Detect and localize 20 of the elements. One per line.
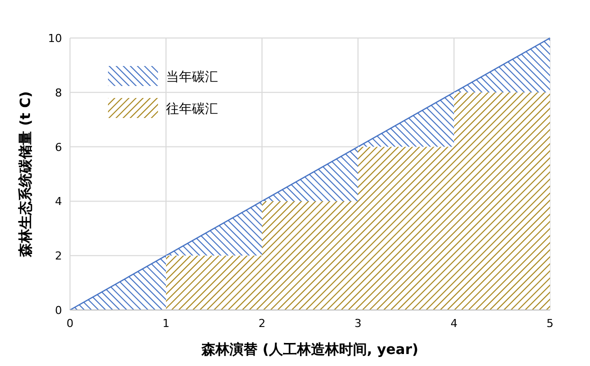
x-tick-label: 0 bbox=[66, 317, 74, 330]
x-tick-label: 2 bbox=[258, 317, 266, 330]
y-tick-label: 10 bbox=[48, 32, 62, 45]
legend-label: 往年碳汇 bbox=[166, 102, 218, 117]
y-axis-title: 森林生态系统碳储量 (t C) bbox=[17, 91, 34, 258]
x-axis-title: 森林演替 (人工林造林时间, year) bbox=[200, 341, 418, 358]
y-tick-label: 6 bbox=[55, 140, 62, 154]
legend-label: 当年碳汇 bbox=[166, 70, 218, 85]
y-tick-label: 2 bbox=[55, 250, 62, 263]
bar bbox=[454, 92, 550, 310]
x-tick-label: 5 bbox=[546, 317, 554, 330]
y-tick-label: 4 bbox=[55, 195, 62, 208]
bar bbox=[166, 256, 262, 310]
bar bbox=[358, 146, 454, 310]
y-tick-label: 8 bbox=[55, 86, 62, 100]
x-tick-label: 1 bbox=[162, 317, 170, 330]
y-tick-label: 0 bbox=[55, 304, 62, 317]
bar bbox=[262, 201, 358, 310]
x-tick-label: 4 bbox=[450, 317, 458, 330]
x-tick-label: 3 bbox=[354, 317, 362, 330]
